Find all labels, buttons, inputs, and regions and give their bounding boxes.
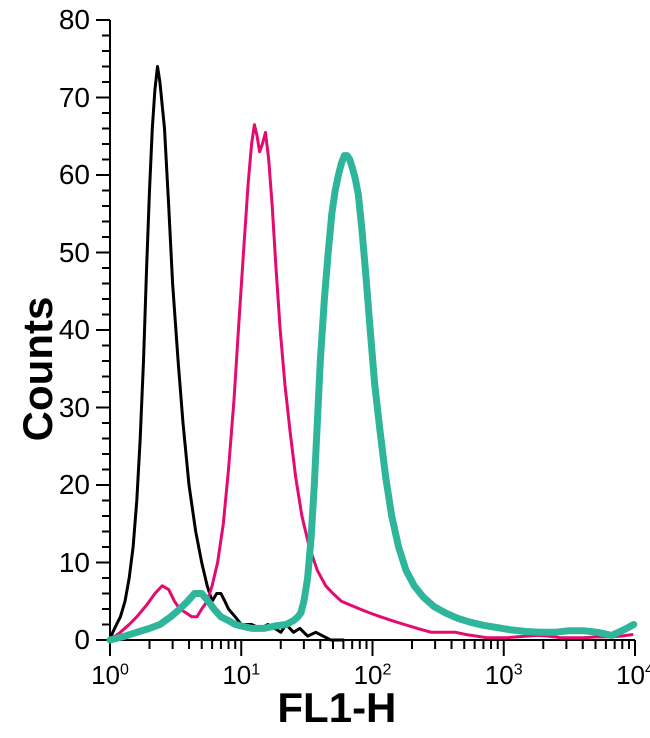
- x-axis-title: FL1-H: [277, 684, 396, 732]
- y-tick-label: 20: [0, 469, 90, 501]
- y-tick-label: 80: [0, 4, 90, 36]
- y-tick-label: 40: [0, 314, 90, 346]
- series-sample-teal: [110, 156, 634, 640]
- y-tick-label: 30: [0, 392, 90, 424]
- x-tick-label: 100: [91, 660, 129, 691]
- x-tick-label: 103: [485, 660, 523, 691]
- y-tick-label: 60: [0, 159, 90, 191]
- y-tick-label: 50: [0, 237, 90, 269]
- flow-cytometry-chart: Counts FL1-H 01020304050607080 100101102…: [0, 0, 650, 738]
- plot-canvas: [0, 0, 650, 738]
- y-tick-label: 70: [0, 82, 90, 114]
- x-tick-label: 104: [616, 660, 650, 691]
- y-tick-label: 10: [0, 547, 90, 579]
- x-tick-label: 101: [222, 660, 260, 691]
- x-tick-label: 102: [354, 660, 392, 691]
- y-tick-label: 0: [0, 624, 90, 656]
